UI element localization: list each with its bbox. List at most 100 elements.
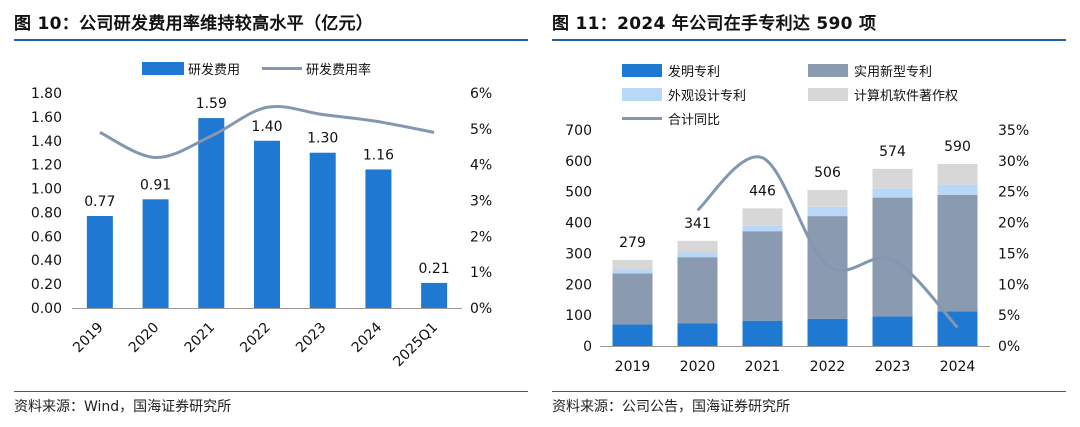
bar-rd-expense [86, 216, 113, 308]
y-left-tick: 0 [583, 339, 592, 355]
x-tick-label: 2022 [237, 320, 274, 357]
bar-segment-1 [937, 194, 978, 312]
y-right-tick: 10% [998, 277, 1029, 293]
y-left-tick: 0.40 [31, 253, 62, 269]
line-yoy [696, 155, 959, 329]
legend-label-rd-rate: 研发费用率 [306, 62, 371, 78]
left-panel: 图 10：公司研发费用率维持较高水平（亿元） 研发费用 研发费用率 0.00 0.20… [14, 14, 528, 415]
bar-segment-3 [807, 189, 848, 207]
bar-segment-2 [612, 269, 653, 274]
bar-segment-3 [612, 259, 653, 270]
total-label: 446 [749, 183, 776, 199]
bar-segment-0 [677, 323, 718, 346]
data-label: 1.16 [363, 147, 394, 163]
title-underline [14, 39, 528, 41]
y-right-tick: 20% [998, 216, 1029, 232]
bar-rd-expense [365, 169, 392, 308]
y-right-tick: 3% [470, 194, 492, 210]
y-right-tick: 30% [998, 154, 1029, 170]
bar-segment-1 [742, 231, 783, 321]
legend-label-3: 计算机软件著作权 [854, 88, 958, 104]
y-left-tick: 500 [565, 185, 592, 201]
legend-swatch-0 [622, 64, 662, 77]
y-left-tick: 200 [565, 277, 592, 293]
y-left-tick: 1.20 [31, 158, 62, 174]
legend-swatch-rd-expense [142, 62, 184, 75]
chart-title-rd: 图 10：公司研发费用率维持较高水平（亿元） [14, 14, 374, 34]
y-left-tick: 1.80 [31, 86, 62, 102]
bar-segment-2 [937, 184, 978, 195]
rd-expense-chart: 研发费用 研发费用率 0.00 0.20 0.40 0.60 0.80 1.00 1.20 1.4… [31, 62, 492, 370]
title-underline [552, 39, 1066, 41]
y-left-tick: 1.60 [31, 110, 62, 126]
y-left-tick: 0.80 [31, 205, 62, 221]
line-rd-rate [99, 105, 435, 160]
bar-segment-2 [677, 252, 718, 258]
legend-label-0: 发明专利 [668, 64, 720, 80]
y-left-tick: 1.40 [31, 134, 62, 150]
legend-label-1: 实用新型专利 [854, 64, 932, 80]
y-right-tick: 0% [998, 339, 1020, 355]
y-left-tick: 600 [565, 154, 592, 170]
y-right-tick: 4% [470, 158, 492, 174]
legend-label-yoy: 合计同比 [668, 113, 720, 128]
total-label: 279 [619, 235, 646, 251]
data-label: 1.59 [196, 96, 227, 112]
y-left-tick: 300 [565, 246, 592, 262]
bar-segment-0 [872, 316, 913, 346]
x-tick-label: 2024 [349, 319, 386, 356]
bar-rd-expense [198, 118, 225, 308]
y-left-tick: 1.00 [31, 182, 62, 198]
bar-segment-0 [937, 311, 978, 346]
data-label: 0.21 [419, 261, 450, 277]
chart-title-patents: 图 11：2024 年公司在手专利达 590 项 [552, 14, 877, 34]
legend-label-rd-expense: 研发费用 [188, 62, 240, 78]
y-right-tick: 0% [470, 301, 492, 317]
x-tick-label: 2019 [615, 359, 651, 375]
y-right-tick: 2% [470, 229, 492, 245]
y-left-tick: 100 [565, 308, 592, 324]
data-label: 1.40 [251, 119, 282, 135]
x-tick-label: 2019 [70, 320, 107, 357]
y-left-tick: 400 [565, 216, 592, 232]
y-right-tick: 35% [998, 123, 1029, 139]
bar-segment-1 [612, 273, 653, 325]
legend-swatch-2 [622, 88, 662, 101]
bar-rd-expense [421, 282, 448, 308]
y-left-tick: 0.60 [31, 229, 62, 245]
total-label: 506 [814, 165, 841, 181]
legend-label-2: 外观设计专利 [668, 89, 746, 104]
right-panel: 图 11：2024 年公司在手专利达 590 项 发明专利 实用新型专利外观设计专… [540, 0, 1080, 427]
data-label: 1.30 [307, 131, 338, 147]
x-tick-label: 2023 [875, 359, 911, 375]
legend-swatch-1 [808, 64, 848, 77]
data-label: 0.77 [84, 194, 115, 210]
y-right-tick: 5% [998, 308, 1020, 324]
bar-segment-2 [872, 188, 913, 198]
bar-segment-1 [677, 257, 718, 324]
x-tick-label: 2023 [293, 320, 330, 357]
source-note-rd: 资料来源：Wind，国海证券研究所 [14, 399, 232, 415]
y-right-tick: 5% [470, 122, 492, 138]
y-right-tick: 25% [998, 185, 1029, 201]
bar-segment-3 [677, 240, 718, 253]
bar-segment-3 [742, 208, 783, 226]
bar-segment-0 [742, 320, 783, 346]
bar-segment-3 [937, 163, 978, 185]
source-note-patents: 资料来源：公司公告，国海证券研究所 [552, 399, 790, 415]
bar-segment-0 [612, 324, 653, 346]
x-tick-label: 2020 [126, 320, 163, 357]
y-left-tick: 0.00 [31, 301, 62, 317]
bar-segment-0 [807, 318, 848, 346]
x-tick-label: 2021 [745, 359, 781, 375]
y-left-tick: 0.20 [31, 277, 62, 293]
x-tick-label: 2020 [680, 359, 716, 375]
x-tick-label: 2022 [810, 359, 846, 375]
x-tick-label: 2021 [182, 320, 219, 357]
bar-segment-2 [807, 206, 848, 217]
y-left-tick: 700 [565, 123, 592, 139]
total-label: 574 [879, 144, 906, 160]
source-divider [552, 391, 1066, 392]
x-tick-label: 2024 [940, 359, 976, 375]
